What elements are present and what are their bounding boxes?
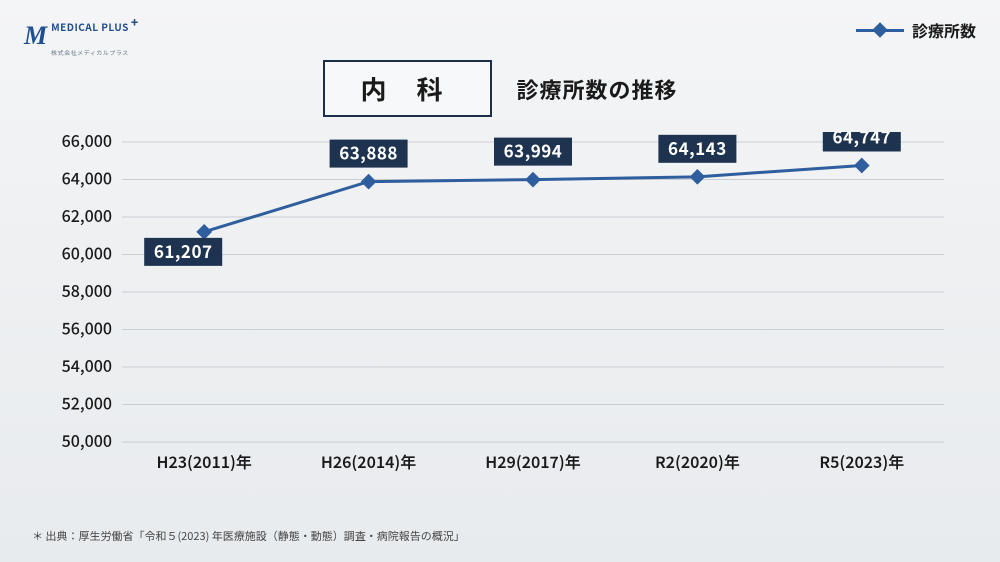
logo-subtext: 株式会社メディカルプラス: [51, 48, 128, 57]
data-marker: [690, 169, 706, 185]
chart-title-row: 内 科 診療所数の推移: [0, 60, 1000, 117]
x-axis-label: R5(2023)年: [819, 449, 904, 473]
y-axis-label: 50,000: [62, 428, 112, 452]
logo-text: MEDICAL PLUS+: [51, 19, 139, 34]
source-footnote: ＊ 出典：厚生労働省「令和５(2023) 年医療施設（静態・動態）調査・病院報告…: [32, 528, 465, 544]
y-axis-label: 54,000: [62, 353, 112, 377]
chart-title-box: 内 科: [323, 60, 493, 117]
data-marker: [525, 172, 541, 188]
y-axis-label: 66,000: [62, 132, 112, 152]
y-axis-label: 60,000: [62, 241, 112, 265]
data-label-text: 63,888: [339, 140, 398, 165]
y-axis-label: 56,000: [62, 316, 112, 340]
chart-legend: 診療所数: [856, 18, 976, 42]
y-axis-label: 62,000: [62, 203, 112, 227]
legend-marker-icon: [856, 29, 904, 32]
logo-mark: M: [24, 21, 47, 51]
data-label-text: 64,747: [832, 132, 891, 148]
legend-label: 診療所数: [912, 18, 976, 42]
data-marker: [361, 174, 377, 190]
x-axis-label: H29(2017)年: [485, 449, 580, 473]
data-label-text: 61,207: [154, 238, 213, 263]
chart-subtitle: 診療所数の推移: [516, 73, 677, 105]
y-axis-label: 52,000: [62, 391, 112, 415]
x-axis-label: R2(2020)年: [655, 449, 740, 473]
x-axis-label: H23(2011)年: [156, 449, 251, 473]
y-axis-label: 64,000: [62, 166, 112, 190]
line-chart: 50,000 52,000 54,000 56,000 58,000 60,000 62,0…: [48, 132, 960, 476]
chart-area: 50,000 52,000 54,000 56,000 58,000 60,000 62,0…: [48, 132, 960, 476]
y-axis-label: 58,000: [62, 278, 112, 302]
x-axis-label: H26(2014)年: [321, 449, 416, 473]
data-marker: [854, 158, 870, 174]
data-label-text: 63,994: [504, 138, 563, 163]
data-label-text: 64,143: [668, 135, 727, 160]
brand-logo: M MEDICAL PLUS+ 株式会社メディカルプラス: [24, 12, 139, 60]
